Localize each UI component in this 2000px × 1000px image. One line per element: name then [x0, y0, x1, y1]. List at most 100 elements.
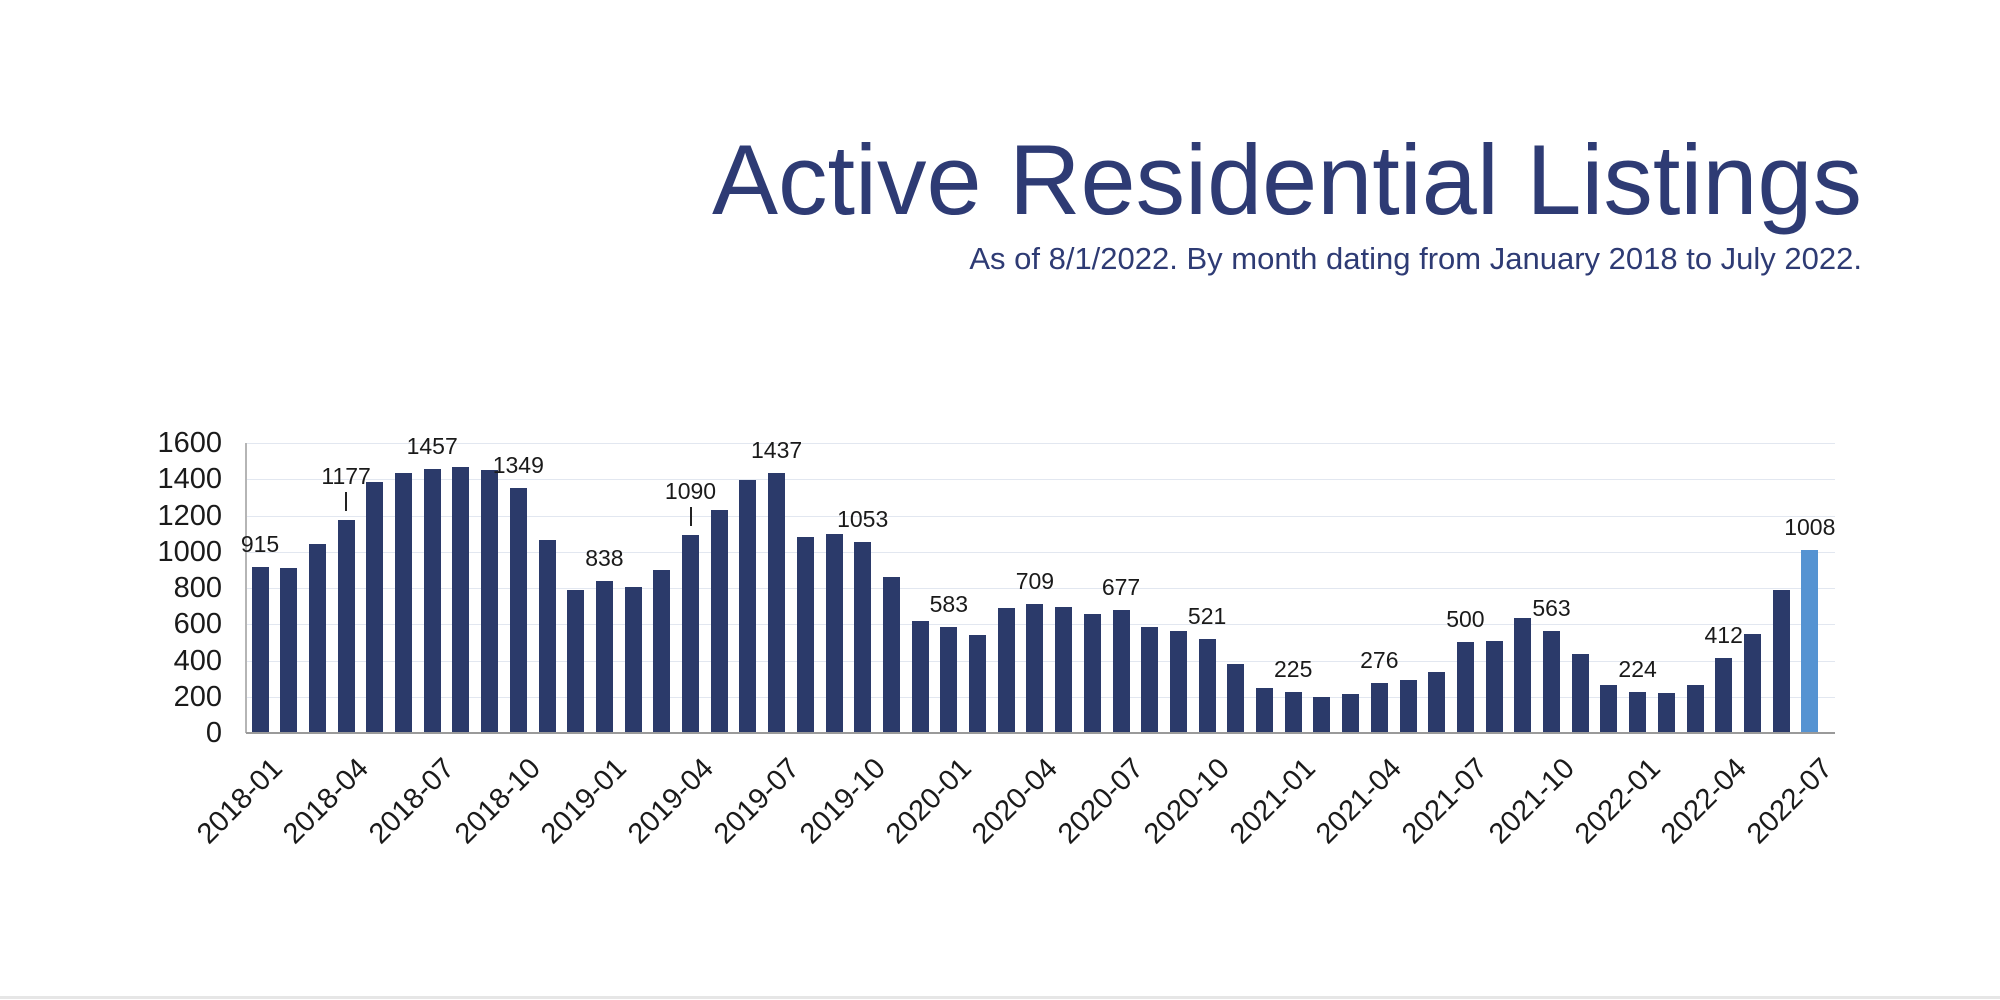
x-axis-tick-label: 2022-07 — [1740, 752, 1839, 851]
bar-2021-01 — [1284, 692, 1302, 733]
bar-2020-12 — [1256, 687, 1273, 733]
bar-value-label: 1349 — [492, 452, 544, 479]
bar-2019-03 — [653, 570, 671, 733]
bar-2019-05 — [710, 510, 728, 733]
x-axis-tick-label: 2019-07 — [707, 752, 806, 851]
bar-2020-09 — [1169, 630, 1187, 733]
bar-2019-04 — [682, 535, 699, 733]
bar-2019-12 — [911, 620, 929, 733]
bar-2022-01 — [1629, 692, 1647, 733]
bar-value-label: 412 — [1704, 622, 1743, 649]
bar-2020-07 — [1112, 610, 1130, 733]
bar-value-label: 1053 — [837, 506, 889, 533]
x-axis-tick-label: 2021-04 — [1310, 752, 1409, 851]
y-axis-tick-label: 1000 — [157, 535, 222, 568]
x-axis-tick-label: 2022-01 — [1568, 752, 1667, 851]
y-axis-tick-label: 400 — [173, 644, 222, 677]
label-leader-line — [689, 507, 692, 527]
bar-2021-05 — [1399, 679, 1417, 733]
bar-value-label: 225 — [1274, 656, 1313, 683]
bar-2018-08 — [452, 466, 470, 733]
bar-2020-11 — [1227, 664, 1245, 733]
x-axis-tick-label: 2021-07 — [1396, 752, 1495, 851]
y-axis-tick-label: 1400 — [157, 463, 222, 496]
y-axis-tick-label: 200 — [173, 680, 222, 713]
bar-2021-12 — [1600, 684, 1618, 733]
bar-value-label: 709 — [1015, 568, 1055, 595]
bar-value-label: 1008 — [1784, 514, 1836, 541]
bar-2021-04 — [1370, 682, 1388, 733]
x-axis-tick-label: 2020-01 — [879, 752, 978, 851]
gridline — [246, 551, 1835, 553]
x-axis-tick-label: 2019-04 — [621, 752, 720, 851]
bar-2021-09 — [1514, 617, 1532, 733]
bar-2018-09 — [481, 469, 499, 733]
bar-2022-06 — [1772, 590, 1790, 733]
bar-value-label: 583 — [929, 591, 968, 618]
bar-value-label: 224 — [1618, 656, 1657, 683]
x-axis-tick-label: 2020-07 — [1052, 752, 1150, 851]
bar-value-label: 1090 — [664, 478, 717, 505]
bar-2020-06 — [1083, 614, 1101, 733]
bar-value-label: 500 — [1446, 606, 1485, 633]
bar-2019-08 — [796, 537, 814, 733]
bar-2021-03 — [1342, 694, 1360, 733]
bar-2022-05 — [1743, 634, 1761, 733]
y-axis-tick-label: 1200 — [157, 499, 222, 532]
bar-2018-07 — [423, 468, 441, 733]
bar-value-label: 1457 — [406, 432, 458, 459]
bar-value-label: 276 — [1360, 646, 1399, 673]
bar-2018-10 — [509, 488, 527, 733]
bar-value-label: 677 — [1101, 574, 1141, 601]
x-axis-tick-label: 2019-01 — [535, 752, 634, 851]
y-axis-tick-label: 0 — [205, 717, 222, 749]
window-bottom-edge — [0, 996, 2000, 999]
bar-value-label: 521 — [1187, 602, 1227, 629]
chart-subtitle: As of 8/1/2022. By month dating from Jan… — [969, 241, 1862, 276]
x-axis-tick-label: 2022-04 — [1654, 752, 1753, 851]
bar-2019-10 — [854, 542, 872, 733]
bar-2020-04 — [1026, 604, 1044, 733]
bar-2019-01 — [595, 581, 613, 733]
bar-2020-10 — [1198, 638, 1216, 733]
x-axis-tick-label: 2020-04 — [965, 752, 1064, 851]
bar-2018-11 — [538, 539, 556, 733]
x-axis-tick-label: 2021-01 — [1224, 752, 1323, 851]
bar-2022-07 — [1801, 550, 1819, 733]
y-axis-tick-label: 1600 — [157, 427, 222, 459]
bar-2020-08 — [1141, 627, 1159, 733]
x-axis-tick-label: 2018-01 — [191, 752, 289, 851]
bar-2019-11 — [882, 577, 900, 733]
gridline — [246, 479, 1835, 481]
y-axis-tick-label: 600 — [173, 608, 222, 641]
bar-2021-07 — [1456, 642, 1474, 733]
chart-title: Active Residential Listings — [711, 124, 1862, 235]
x-axis-tick-label: 2021-10 — [1482, 752, 1581, 851]
y-axis-tick-label: 800 — [173, 572, 222, 604]
bar-2019-06 — [739, 480, 757, 733]
x-axis-tick-label: 2019-10 — [793, 752, 892, 851]
x-axis-tick-label: 2018-07 — [363, 752, 462, 851]
bar-2021-11 — [1571, 654, 1589, 733]
bar-2018-01 — [251, 567, 269, 733]
bar-2019-02 — [624, 586, 642, 733]
gridline — [246, 515, 1835, 517]
bar-2020-02 — [969, 634, 986, 733]
bar-2021-06 — [1428, 671, 1446, 733]
chart-header: Active Residential Listings As of 8/1/20… — [712, 130, 1862, 276]
bar-value-label: 915 — [240, 531, 280, 558]
x-axis-tick-label: 2020-10 — [1138, 752, 1237, 851]
bar-2022-03 — [1686, 684, 1704, 733]
y-axis-line — [245, 443, 247, 733]
bar-2018-02 — [280, 567, 298, 733]
bar-2021-02 — [1313, 697, 1331, 733]
bar-2020-01 — [940, 627, 958, 733]
x-axis-line — [246, 732, 1835, 734]
bar-value-label: 1177 — [321, 462, 371, 489]
bar-2018-06 — [395, 473, 412, 733]
bar-2020-05 — [1055, 607, 1073, 733]
bar-2019-09 — [825, 534, 843, 733]
bar-2022-02 — [1657, 693, 1675, 733]
bar-2020-03 — [997, 607, 1015, 733]
